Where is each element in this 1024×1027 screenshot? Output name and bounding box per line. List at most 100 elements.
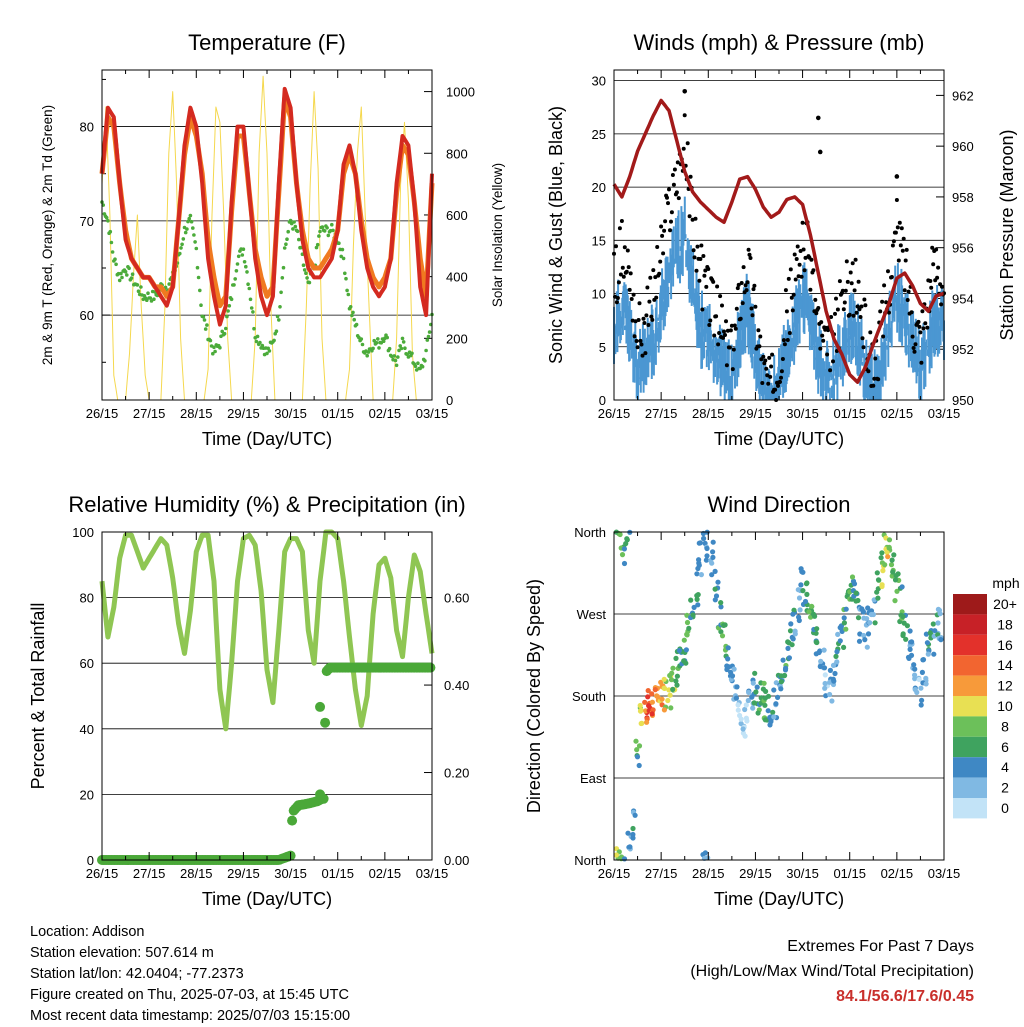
direction-point xyxy=(886,537,893,543)
dewpoint-point xyxy=(244,264,248,269)
y-tick-label: 0 xyxy=(599,393,606,408)
dewpoint-point xyxy=(196,275,201,280)
direction-point xyxy=(790,611,796,617)
gust-point xyxy=(724,363,729,368)
gust-point xyxy=(904,247,909,252)
gust-point xyxy=(657,271,662,276)
gust-point xyxy=(720,303,724,308)
gust-point xyxy=(660,233,665,238)
direction-point xyxy=(630,825,636,832)
y2-tick-label: 800 xyxy=(446,146,468,161)
dewpoint-point xyxy=(427,330,432,334)
direction-point xyxy=(718,600,724,606)
direction-point xyxy=(771,687,777,693)
gust-point xyxy=(640,353,645,358)
dewpoint-point xyxy=(420,364,425,369)
direction-point xyxy=(697,540,704,546)
direction-point xyxy=(731,666,737,672)
y2-tick-label: 0 xyxy=(446,393,453,408)
direction-point xyxy=(695,602,701,608)
dewpoint-point xyxy=(352,317,357,322)
gust-point xyxy=(872,376,877,381)
x-tick-label: 03/15 xyxy=(416,406,449,421)
direction-point xyxy=(932,628,938,634)
gust-point xyxy=(894,174,900,179)
dewpoint-point xyxy=(202,318,207,322)
direction-point xyxy=(709,572,715,578)
direction-point xyxy=(785,645,791,652)
direction-point xyxy=(770,709,776,715)
dewpoint-point xyxy=(203,327,208,331)
gust-point xyxy=(911,346,916,350)
direction-point xyxy=(935,620,941,626)
direction-point xyxy=(911,662,917,668)
dewpoint-point xyxy=(232,283,236,287)
y2-axis-label: Station Pressure (Maroon) xyxy=(997,129,1017,340)
direction-point xyxy=(818,658,824,665)
gust-point xyxy=(902,288,907,293)
gust-point xyxy=(650,317,655,322)
x-tick-label: 30/15 xyxy=(274,866,307,881)
x-tick-label: 30/15 xyxy=(786,866,819,881)
dewpoint-point xyxy=(410,351,414,356)
gust-point xyxy=(723,333,727,337)
direction-point xyxy=(864,616,870,622)
gust-point xyxy=(665,195,669,200)
gust-point xyxy=(740,301,745,306)
gust-point xyxy=(854,310,859,315)
direction-point xyxy=(719,633,726,639)
gust-point xyxy=(735,286,740,291)
direction-point xyxy=(874,589,880,595)
x-tick-label: 30/15 xyxy=(274,406,307,421)
gust-point xyxy=(935,275,940,280)
gust-point xyxy=(934,247,939,252)
dewpoint-point xyxy=(192,233,196,237)
y2-tick-label: 952 xyxy=(952,342,974,357)
dewpoint-point xyxy=(212,345,216,350)
x-axis-label: Time (Day/UTC) xyxy=(202,889,332,909)
y-tick-label: 80 xyxy=(80,120,94,135)
direction-point xyxy=(762,695,769,701)
gust-point xyxy=(887,310,891,315)
legend-swatch xyxy=(953,736,987,758)
direction-point xyxy=(867,620,873,626)
dewpoint-point xyxy=(193,240,197,244)
dewpoint-point xyxy=(119,271,123,276)
gust-point xyxy=(625,248,630,253)
gust-point xyxy=(850,261,855,266)
direction-point xyxy=(650,707,656,713)
gust-point xyxy=(616,280,621,285)
direction-point xyxy=(834,659,840,665)
direction-point xyxy=(814,639,820,646)
gust-point xyxy=(793,277,798,282)
gust-point xyxy=(853,257,858,262)
gust-point xyxy=(841,307,846,312)
direction-point xyxy=(884,549,890,556)
direction-point xyxy=(903,636,909,642)
direction-point xyxy=(673,678,679,684)
y2-axis-label: Solar Insolation (Yellow) xyxy=(490,163,505,307)
dewpoint-point xyxy=(185,227,189,231)
direction-point xyxy=(676,647,683,654)
gust-point xyxy=(635,345,640,350)
legend-swatch xyxy=(953,634,987,656)
dewpoint-point xyxy=(108,229,113,234)
dewpoint-point xyxy=(242,260,247,264)
direction-point xyxy=(624,536,630,542)
direction-point xyxy=(712,568,718,575)
gust-point xyxy=(795,244,800,249)
gust-point xyxy=(627,287,632,292)
dewpoint-point xyxy=(113,257,117,262)
legend-swatch xyxy=(953,675,987,696)
gust-point xyxy=(741,265,746,270)
direction-point xyxy=(870,611,877,618)
direction-point xyxy=(771,714,777,720)
gust-point xyxy=(642,321,647,325)
direction-point xyxy=(655,694,661,700)
legend-label: 14 xyxy=(997,657,1013,673)
gust-point xyxy=(868,330,873,335)
direction-point xyxy=(800,569,806,575)
direction-point xyxy=(875,595,881,601)
dewpoint-point xyxy=(284,242,288,246)
direction-point xyxy=(617,531,623,538)
